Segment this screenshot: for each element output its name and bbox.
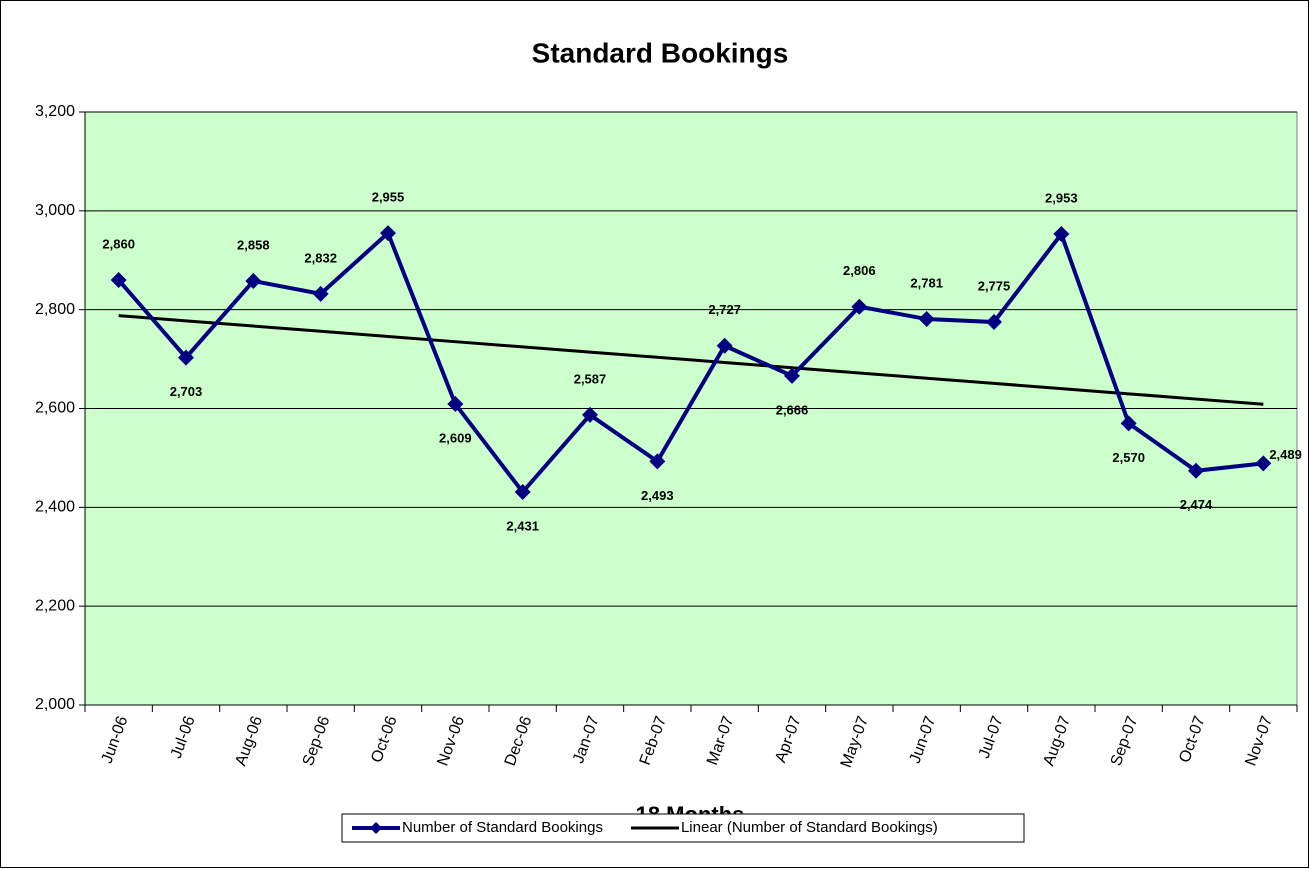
marker [986, 314, 1002, 331]
marker [1120, 415, 1137, 432]
data-label: 2,781 [910, 275, 943, 290]
marker [918, 311, 935, 328]
data-label: 2,953 [1045, 190, 1078, 205]
trend-line [118, 314, 1264, 406]
y-tick-label: 2,600 [35, 400, 75, 417]
data-label: 2,570 [1112, 450, 1145, 465]
marker [1188, 462, 1204, 479]
marker [1255, 455, 1272, 472]
data-label: 2,806 [843, 263, 876, 278]
y-tick-label: 2,800 [35, 301, 75, 318]
data-label: 2,860 [102, 236, 135, 251]
data-line [117, 229, 1264, 496]
marker [716, 337, 733, 354]
marker [245, 273, 262, 290]
marker [178, 349, 194, 366]
marker [380, 225, 396, 242]
marker [312, 285, 329, 302]
legend-label: Linear (Number of Standard Bookings) [681, 819, 938, 836]
data-label: 2,666 [776, 402, 809, 417]
chart-title: Standard Bookings [532, 37, 789, 68]
data-label: 2,609 [439, 430, 472, 445]
data-label: 2,587 [574, 371, 607, 386]
data-label: 2,703 [170, 384, 203, 399]
marker [649, 453, 666, 470]
data-label: 2,493 [641, 488, 674, 503]
data-label: 2,431 [506, 518, 539, 533]
marker [851, 298, 868, 315]
marker [110, 272, 127, 289]
y-tick-label: 2,400 [35, 499, 75, 516]
y-tick-label: 3,000 [35, 202, 75, 219]
y-tick-label: 2,200 [35, 597, 75, 614]
legend: Number of Standard Bookings Linear (Numbe… [341, 813, 1025, 843]
marker [582, 406, 598, 423]
data-label: 2,489 [1269, 447, 1302, 462]
y-tick-label: 2,000 [35, 696, 75, 713]
y-tick-label: 3,200 [35, 103, 75, 120]
legend-marker [370, 822, 382, 834]
legend-box [341, 813, 1025, 843]
data-label: 2,858 [237, 237, 270, 252]
marker [447, 396, 464, 413]
legend-label: Number of Standard Bookings [402, 819, 603, 836]
data-label: 2,955 [372, 190, 405, 205]
data-label: 2,832 [304, 250, 337, 265]
data-label: 2,474 [1180, 497, 1213, 512]
data-label: 2,727 [708, 302, 741, 317]
data-label: 2,775 [978, 278, 1011, 293]
marker [1053, 226, 1070, 243]
marker [784, 367, 800, 384]
marker [514, 484, 531, 501]
